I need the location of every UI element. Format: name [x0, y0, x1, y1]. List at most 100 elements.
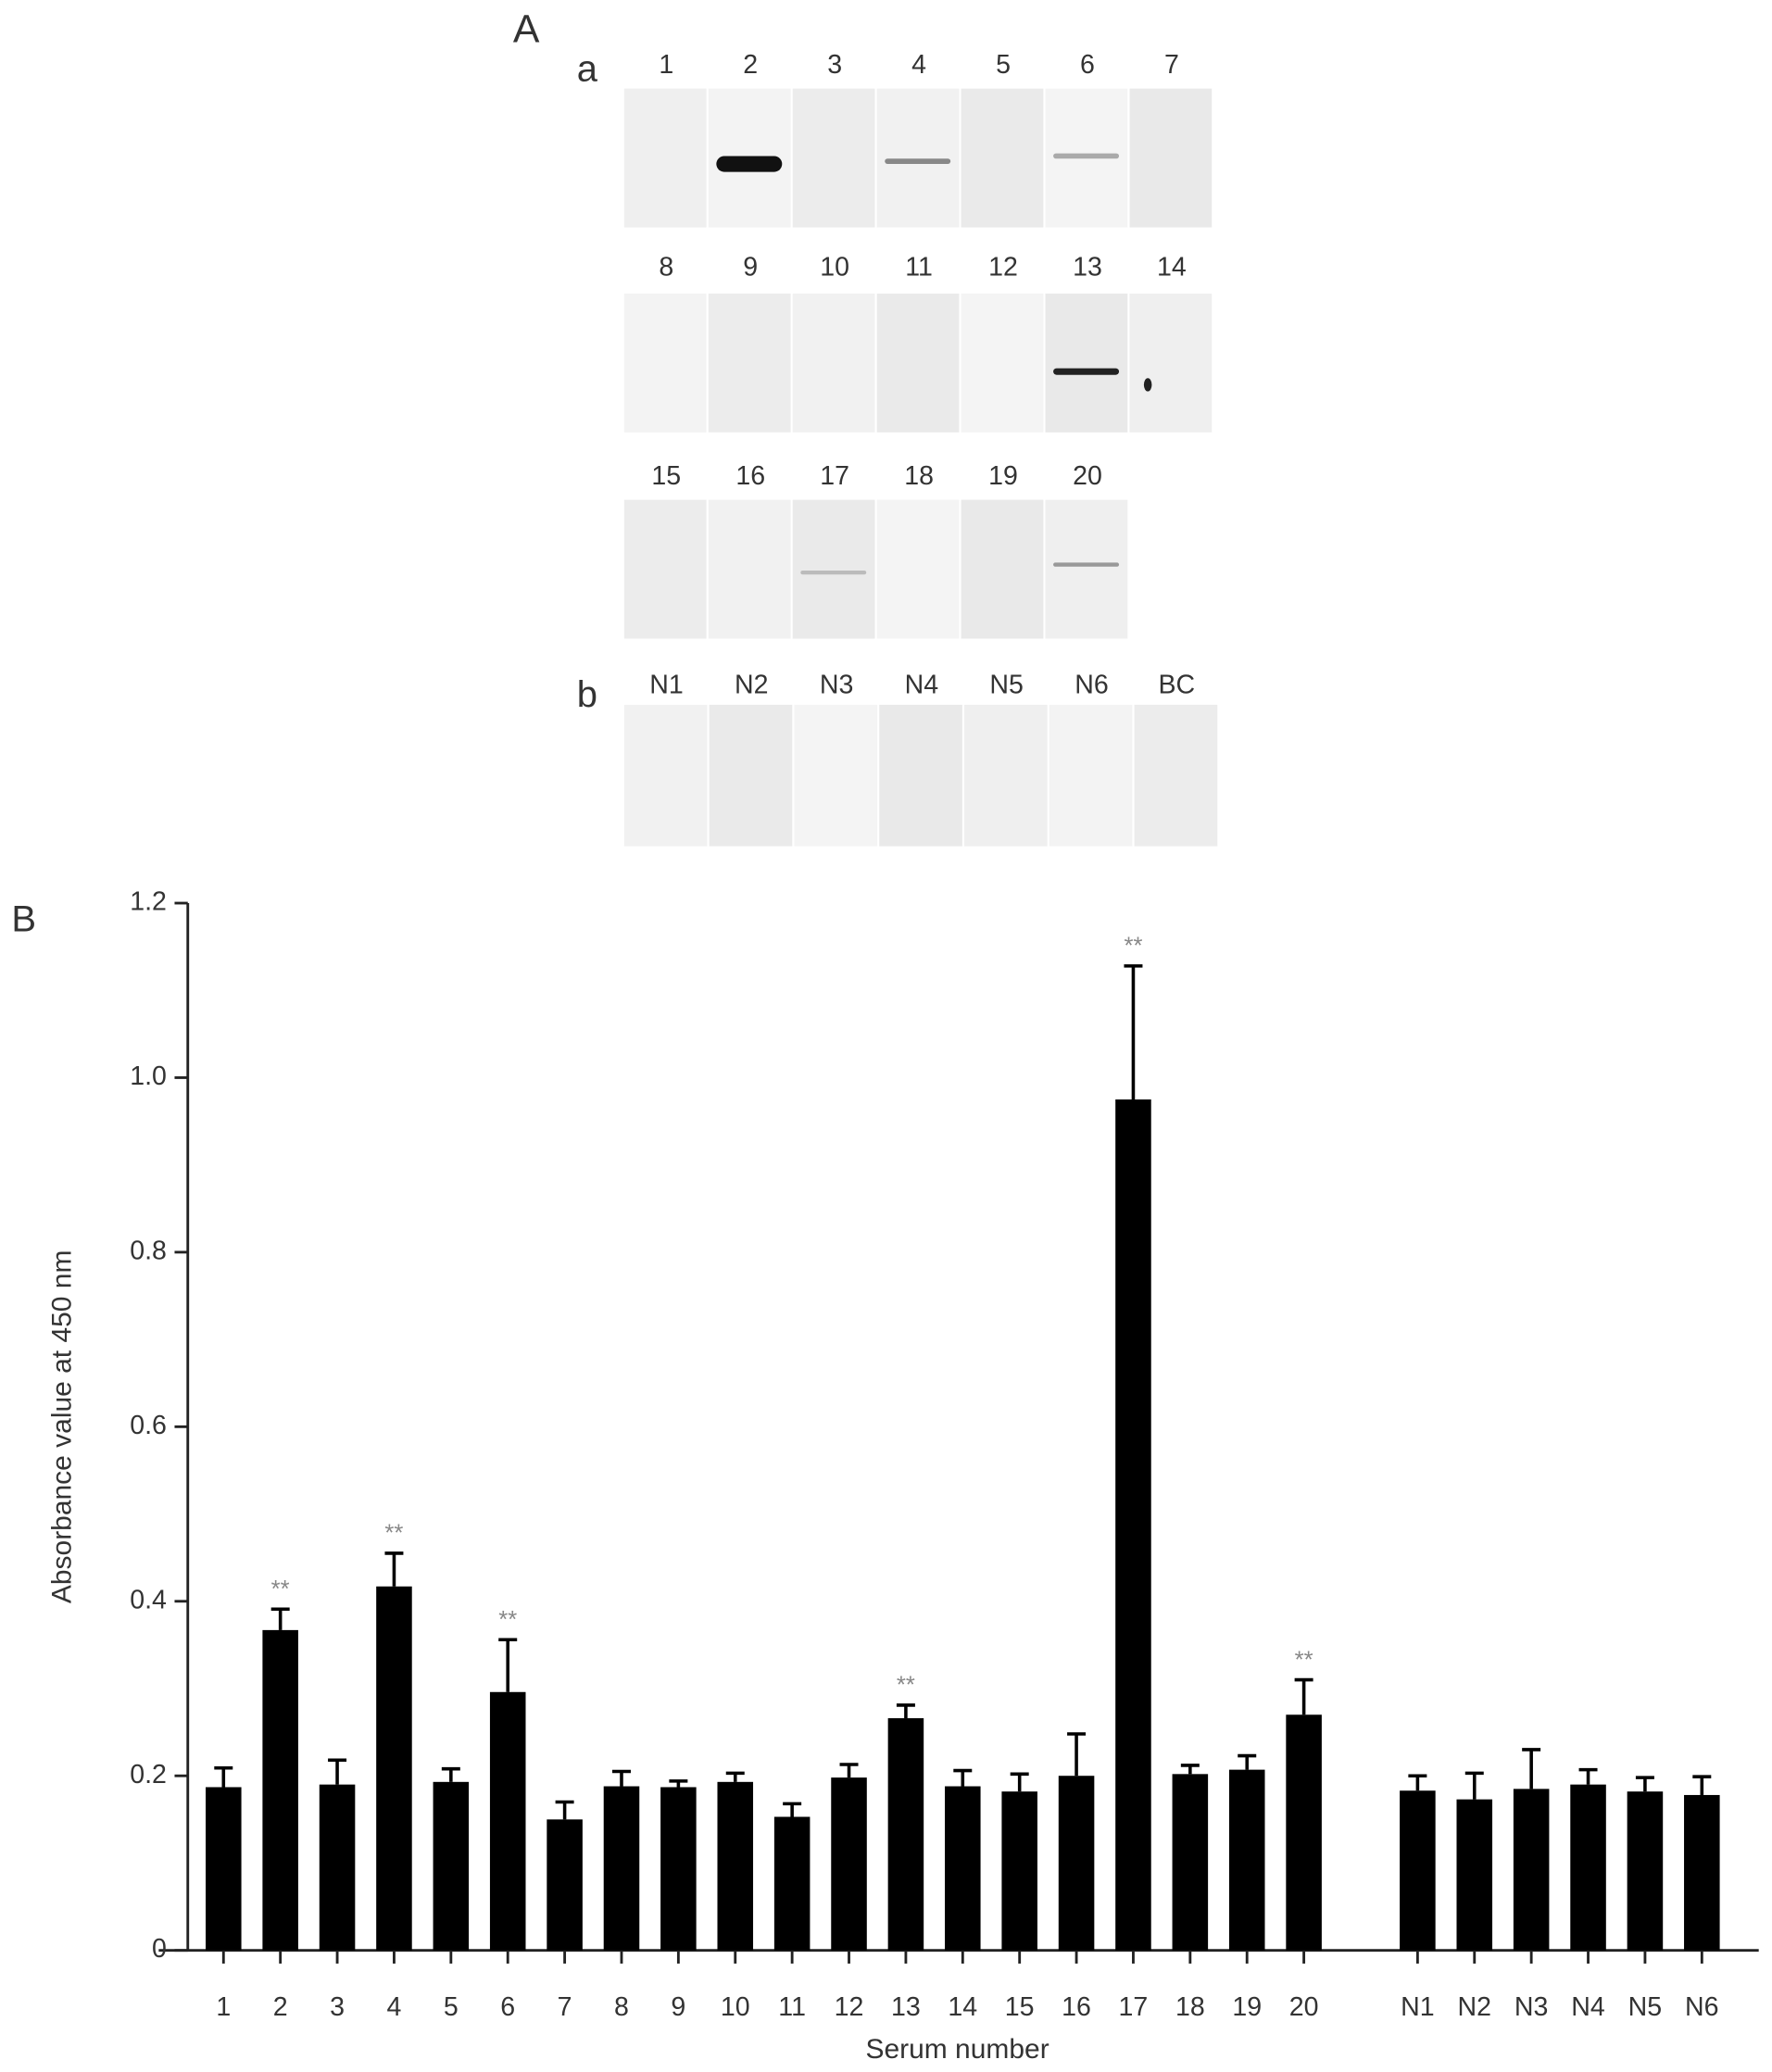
blot-lane: [964, 704, 1048, 847]
x-tick-label: 3: [330, 1992, 345, 2022]
bar: [262, 1629, 298, 1951]
lane-label: 19: [988, 461, 1018, 491]
x-tick-label: 10: [721, 1992, 750, 2022]
error-bar: [498, 1638, 518, 1692]
bar: [1513, 1789, 1550, 1951]
blot-lane: [1134, 704, 1218, 847]
blot-lane: [623, 88, 707, 228]
error-bar: [384, 1551, 404, 1587]
lane-label: N3: [820, 670, 853, 699]
error-bar: [1124, 964, 1143, 1100]
blot-lane: [792, 293, 875, 433]
x-tick-label: 8: [614, 1992, 629, 2022]
lane-label: 2: [743, 50, 758, 80]
lane-label: 14: [1157, 252, 1187, 282]
bar: [1172, 1774, 1209, 1951]
bar: [831, 1777, 867, 1951]
x-tick-label: 14: [948, 1992, 977, 2022]
error-bar: [1408, 1774, 1427, 1791]
x-tick-label: 7: [558, 1992, 572, 2022]
error-bar: [1180, 1764, 1200, 1775]
significance: **: [384, 1521, 403, 1547]
x-tick-label: 2: [273, 1992, 288, 2022]
lane-label: 6: [1080, 50, 1095, 80]
error-bar: [783, 1802, 802, 1817]
blot-lane: [792, 499, 875, 639]
bar: [603, 1786, 640, 1951]
bar: [1570, 1784, 1606, 1951]
bar: [1456, 1799, 1493, 1951]
lane-label: 16: [735, 461, 765, 491]
error-bar: [669, 1779, 688, 1788]
blot-lane: [794, 704, 878, 847]
lane-label: 9: [743, 252, 758, 282]
bar: [1627, 1791, 1664, 1951]
significance: **: [271, 1576, 290, 1602]
blot-lane: [961, 293, 1044, 433]
bar: [433, 1781, 470, 1951]
x-tick-label: N1: [1401, 1992, 1435, 2022]
lane-label: 3: [827, 50, 842, 80]
x-tick-label: 5: [444, 1992, 459, 2022]
x-tick-label: N5: [1628, 1992, 1663, 2022]
y-tick-label: 1.2: [130, 887, 167, 917]
lane-label: 13: [1073, 252, 1102, 282]
bar: [887, 1718, 924, 1951]
error-bar: [214, 1765, 233, 1788]
panel-label: A: [513, 7, 540, 52]
bar: [206, 1787, 242, 1951]
blot-band: [800, 570, 867, 575]
bar: [319, 1784, 356, 1951]
blot-band: [1053, 562, 1120, 567]
x-tick-label: 20: [1289, 1992, 1319, 2022]
blot-band: [885, 158, 951, 165]
y-tick-label: 0.6: [130, 1411, 167, 1440]
x-tick-label: N6: [1685, 1992, 1719, 2022]
significance: **: [897, 1673, 915, 1699]
bar: [1115, 1099, 1151, 1951]
bar: [376, 1586, 412, 1951]
lane-label: 10: [820, 252, 849, 282]
error-bar: [1238, 1753, 1257, 1770]
error-bar: [1522, 1748, 1541, 1789]
lane-label: 1: [659, 50, 673, 80]
x-tick-label: 1: [216, 1992, 231, 2022]
x-tick-label: 11: [778, 1992, 806, 2022]
lane-label: 8: [659, 252, 673, 282]
x-tick-label: 6: [500, 1992, 515, 2022]
x-tick-label: 19: [1232, 1992, 1262, 2022]
error-bar: [896, 1703, 915, 1719]
blot-lane: [1045, 293, 1128, 433]
blot-lane: [1045, 499, 1128, 639]
error-bar: [1010, 1772, 1029, 1792]
blot-band: [1053, 153, 1120, 159]
x-tick-label: 13: [891, 1992, 921, 2022]
x-tick-label: 15: [1005, 1992, 1035, 2022]
blot-lane: [623, 293, 707, 433]
x-tick-label: 17: [1119, 1992, 1149, 2022]
bar: [1228, 1769, 1265, 1951]
subpanel-label: a: [577, 49, 598, 90]
blot-lane: [792, 88, 875, 228]
y-tick-label: 0.8: [130, 1236, 167, 1265]
y-tick-label: 1.0: [130, 1061, 167, 1091]
blot-spot: [1143, 378, 1152, 392]
lane-label: 7: [1164, 50, 1179, 80]
blot-lane: [708, 499, 791, 639]
bar: [773, 1816, 811, 1951]
lane-label: 17: [820, 461, 849, 491]
bar: [1001, 1791, 1037, 1951]
lane-label: BC: [1158, 670, 1195, 699]
error-bar: [1294, 1677, 1313, 1715]
lane-label: N1: [649, 670, 684, 699]
bar: [1400, 1790, 1436, 1951]
error-bar: [1578, 1767, 1598, 1785]
subpanel-label: b: [577, 674, 597, 715]
bar: [547, 1819, 583, 1951]
blot-lane: [1049, 704, 1133, 847]
y-tick-label: 0.2: [130, 1760, 167, 1789]
blot-band: [716, 156, 783, 172]
bar: [489, 1691, 526, 1951]
lane-label: 11: [905, 252, 933, 282]
